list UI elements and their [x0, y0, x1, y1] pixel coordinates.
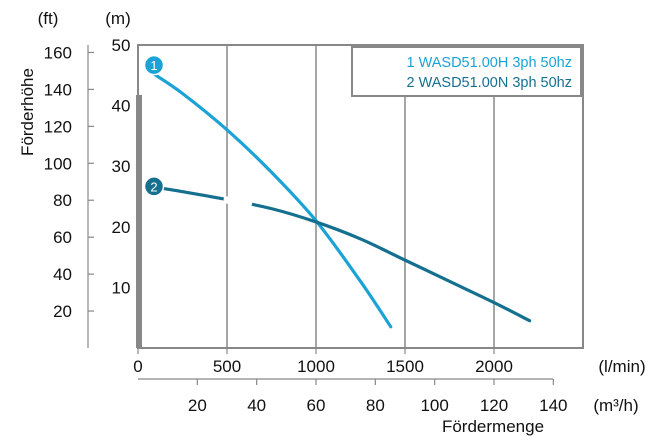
series-marker-1: [143, 54, 165, 76]
y-tick-ft-160: 160: [44, 43, 72, 62]
series-marker-label-1: 1: [150, 58, 157, 73]
series-marker-2: [143, 176, 165, 197]
x-unit-m3h-label: (m³/h): [593, 396, 638, 415]
y-tick-ft-140: 140: [44, 80, 72, 99]
x-tick-m3h-120: 120: [480, 396, 508, 415]
legend-entry-1: 1 WASD51.00H 3ph 50hz: [406, 55, 572, 71]
y-ticks: 10 20 30 40 50 20 40 60 80 100 120 140 160: [44, 36, 131, 321]
y-tick-m-40: 40: [112, 97, 131, 116]
x-tick-lmin-1500: 1500: [386, 357, 424, 376]
series-2-gap: [222, 195, 253, 209]
x-axis-title: Fördermenge: [442, 417, 544, 436]
legend-entry-2: 2 WASD51.00N 3ph 50hz: [406, 75, 572, 91]
series-line-2: [152, 185, 532, 323]
y-tick-ft-40: 40: [53, 265, 72, 284]
y-tick-ft-80: 80: [53, 191, 72, 210]
x-tick-m3h-100: 100: [420, 396, 448, 415]
x-tick-m3h-40: 40: [247, 396, 266, 415]
x-ticks: 0 500 1000 1500 2000 20 40 60 80 100 120 140: [133, 348, 568, 415]
x-tick-lmin-1000: 1000: [297, 357, 335, 376]
y-unit-ft-label: (ft): [38, 9, 59, 28]
series-marker-label-2: 2: [150, 179, 157, 194]
y-tick-m-20: 20: [112, 218, 131, 237]
y-axis-bar: [136, 95, 142, 348]
series-line-1: [152, 72, 393, 329]
y-tick-m-10: 10: [112, 278, 131, 297]
y-tick-ft-120: 120: [44, 117, 72, 136]
curve-markers: 12: [143, 54, 165, 197]
x-tick-m3h-60: 60: [307, 396, 326, 415]
x-tick-lmin-500: 500: [213, 357, 241, 376]
y-tick-m-50: 50: [112, 36, 131, 55]
x-tick-lmin-2000: 2000: [475, 357, 513, 376]
x-tick-m3h-80: 80: [366, 396, 385, 415]
pump-curves: [152, 72, 532, 329]
x-tick-m3h-140: 140: [539, 396, 567, 415]
y-unit-m-label: (m): [105, 9, 130, 28]
y-axis-title: Förderhöhe: [18, 68, 37, 156]
legend-box: [351, 46, 582, 97]
y-tick-ft-100: 100: [44, 154, 72, 173]
y-tick-m-30: 30: [112, 157, 131, 176]
x-unit-lmin-label: (l/min): [598, 357, 645, 376]
y-tick-ft-60: 60: [53, 228, 72, 247]
y-tick-ft-20: 20: [53, 302, 72, 321]
x-tick-m3h-20: 20: [188, 396, 207, 415]
x-tick-lmin-0: 0: [133, 357, 142, 376]
